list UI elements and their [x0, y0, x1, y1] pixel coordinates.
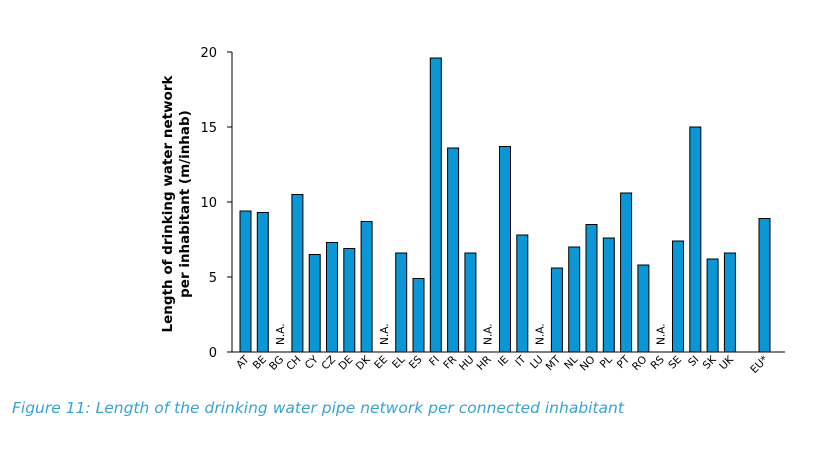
y-ticks: 0 5 10 15 20 — [200, 46, 232, 361]
x-tick-label: HU — [457, 354, 477, 374]
x-tick-label: RS — [648, 353, 667, 372]
bar — [395, 252, 408, 353]
y-tick-label: 20 — [200, 46, 217, 61]
x-tick-label: EE — [372, 354, 390, 372]
x-tick-label: SI — [686, 354, 701, 369]
bar — [343, 248, 356, 353]
na-label: N.A. — [535, 323, 547, 345]
na-label: N.A. — [483, 323, 495, 345]
x-tick-label: AT — [234, 353, 252, 371]
na-label: N.A. — [275, 323, 287, 345]
bar — [360, 221, 373, 353]
bars — [239, 57, 771, 353]
bar — [308, 254, 321, 353]
x-tick-label: BG — [267, 354, 286, 373]
y-axis-label: Length of drinking water network per inh… — [160, 75, 193, 333]
x-tick-label: NL — [562, 354, 580, 372]
bar — [464, 252, 477, 353]
x-tick-label: EU* — [748, 354, 770, 376]
x-tick-label: UK — [717, 353, 737, 373]
x-tick-label: IT — [513, 353, 529, 369]
x-tick-label: DE — [337, 354, 356, 373]
y-axis-label-line-2: per inhabitant (m/inhab) — [177, 110, 193, 298]
bar — [637, 264, 650, 353]
bar — [499, 146, 511, 353]
x-tick-label: HR — [475, 354, 494, 373]
y-axis-label-line-1: Length of drinking water network — [160, 75, 176, 333]
x-tick-label: ES — [407, 353, 425, 371]
bar — [758, 218, 771, 353]
na-labels: N.A. N.A. N.A. N.A. N.A. — [275, 323, 668, 345]
y-tick-label: 15 — [200, 121, 217, 136]
x-tick-label: FI — [427, 354, 442, 369]
x-tick-label: DK — [354, 353, 374, 373]
x-tick-label: CY — [303, 353, 321, 371]
bar-chart: Length of drinking water network per inh… — [160, 46, 785, 376]
na-label: N.A. — [379, 323, 391, 345]
bar — [447, 147, 460, 353]
bar — [672, 240, 684, 353]
x-tick-label: PL — [598, 354, 615, 371]
bar — [602, 237, 615, 353]
x-tick-label: SE — [666, 354, 684, 372]
bar — [412, 278, 425, 353]
x-tick-label: BE — [251, 354, 269, 372]
bar — [326, 242, 338, 353]
x-tick-label: NO — [578, 354, 598, 374]
bar — [620, 192, 633, 353]
bar — [429, 57, 442, 353]
y-tick-label: 5 — [209, 271, 217, 286]
x-tick-label: PT — [615, 353, 633, 371]
y-tick-label: 10 — [200, 196, 217, 211]
x-tick-label: FR — [441, 354, 459, 372]
x-tick-label: MT — [544, 353, 564, 373]
na-label: N.A. — [656, 323, 668, 345]
bar — [239, 210, 252, 353]
bar — [706, 258, 719, 353]
bar — [723, 252, 736, 353]
x-tick-label: SK — [701, 353, 720, 372]
bar — [585, 224, 598, 353]
bar — [568, 246, 581, 353]
x-tick-label: EL — [390, 354, 407, 371]
x-tick-label: LU — [528, 354, 546, 372]
bar — [291, 194, 304, 353]
bar — [550, 267, 563, 353]
y-tick-label: 0 — [209, 346, 217, 361]
bar — [516, 234, 529, 353]
x-tick-label: CH — [284, 354, 303, 373]
x-tick-label: CZ — [319, 354, 338, 373]
figure-caption: Figure 11: Length of the drinking water … — [12, 399, 624, 417]
bar — [689, 126, 702, 353]
x-tick-label: RO — [630, 354, 649, 373]
bar — [256, 212, 269, 353]
x-tick-label: IE — [496, 354, 511, 369]
